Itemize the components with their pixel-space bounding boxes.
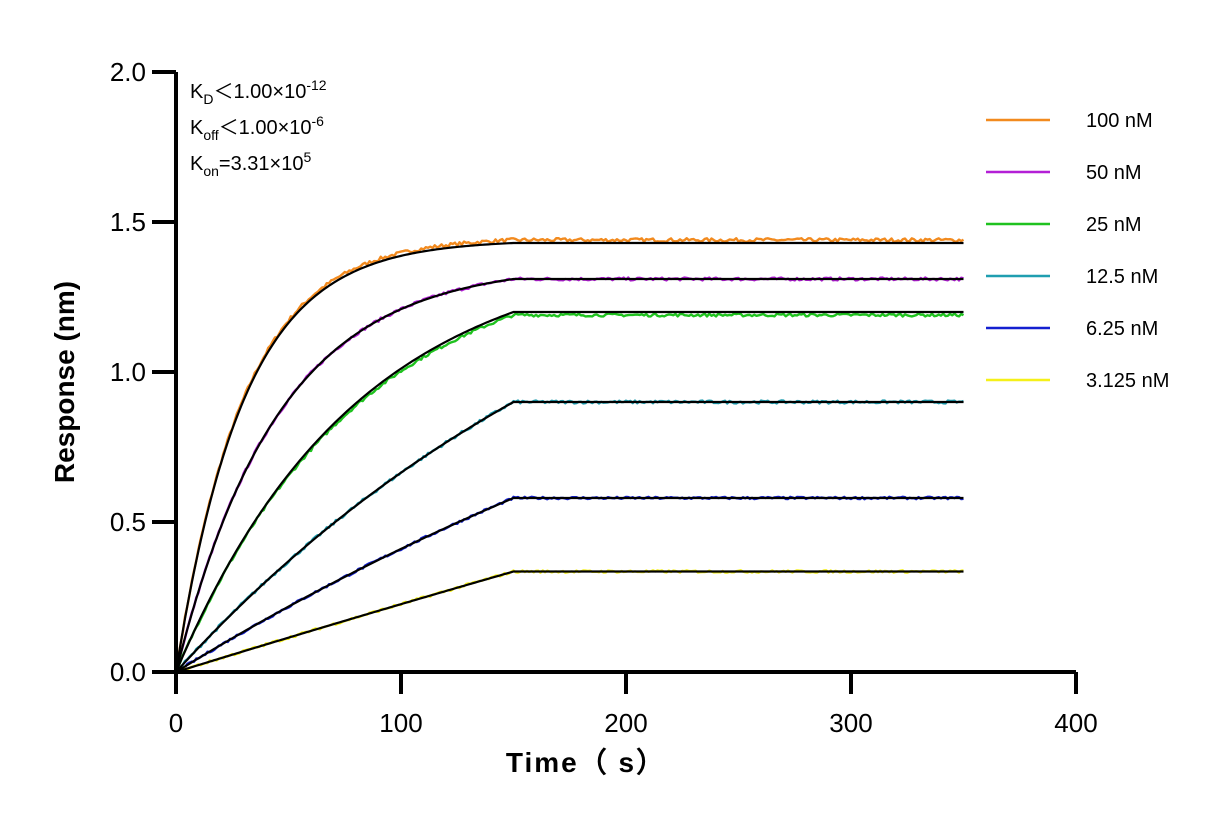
annotation-line-1: Koff＜1.00×10-6	[190, 113, 324, 143]
y-tick-label-3: 1.5	[110, 207, 146, 237]
annotation-line-0: KD＜1.00×10-12	[190, 77, 327, 107]
series-line-3	[175, 399, 964, 673]
x-axis-title: Time（ s）	[506, 746, 666, 778]
labels-layer: 0 100 200 300 400 0.0 0.5 1.0 1.5 2.0 Time（ s） Resp…	[49, 57, 1098, 778]
legend-label-1: 50 nM	[1086, 162, 1142, 184]
y-tick-label-0: 0.0	[110, 657, 146, 687]
fit-line-0	[174, 241, 964, 673]
fit-line-2	[174, 310, 964, 673]
annotation-block: KD＜1.00×10-12 Koff＜1.00×10-6 Kon=3.31×105	[190, 77, 327, 179]
legend-label-0: 100 nM	[1086, 110, 1153, 132]
x-tick-label-2: 200	[604, 708, 647, 738]
y-tick-label-1: 0.5	[110, 507, 146, 537]
x-tick-label-1: 100	[379, 708, 422, 738]
x-tick-label-3: 300	[829, 708, 872, 738]
legend-label-5: 3.125 nM	[1086, 370, 1169, 392]
legend-label-4: 6.25 nM	[1086, 318, 1158, 340]
fit-line-4	[175, 496, 964, 673]
y-tick-label-2: 1.0	[110, 357, 146, 387]
legend-label-3: 12.5 nM	[1086, 266, 1158, 288]
x-tick-label-4: 400	[1054, 708, 1097, 738]
series-line-0	[174, 237, 965, 673]
axes-layer	[152, 70, 1078, 694]
series-line-4	[175, 495, 964, 674]
fit-line-1	[174, 277, 964, 673]
x-tick-label-0: 0	[169, 708, 183, 738]
y-tick-label-4: 2.0	[110, 57, 146, 87]
series-line-2	[174, 312, 965, 673]
legend-label-2: 25 nM	[1086, 214, 1142, 236]
series-line-1	[174, 276, 964, 673]
y-axis-title: Response (nm)	[49, 281, 80, 483]
curves-layer	[174, 237, 965, 674]
series-line-5	[175, 569, 964, 674]
annotation-line-2: Kon=3.31×105	[190, 149, 311, 179]
legend: 100 nM 50 nM 25 nM 12.5 nM 6.25 nM 3.125 nM	[986, 110, 1169, 392]
fit-line-5	[175, 570, 964, 674]
fit-line-3	[175, 400, 964, 673]
